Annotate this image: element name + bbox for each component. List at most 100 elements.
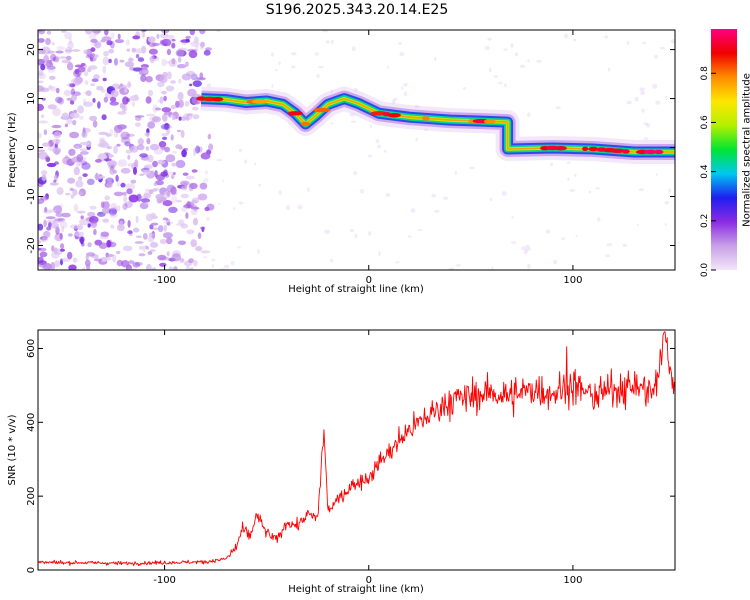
noise-blob	[38, 256, 44, 263]
noise-blob	[69, 112, 80, 119]
noise-blob	[78, 115, 85, 120]
noise-blob	[84, 71, 89, 77]
noise-blob	[159, 96, 164, 104]
y-tick-label: 200	[26, 487, 37, 506]
noise-blob	[132, 227, 140, 233]
noise-blob	[152, 116, 161, 123]
noise-blob	[51, 124, 62, 129]
noise-blob	[190, 73, 198, 81]
noise-blob	[353, 87, 358, 92]
noise-blob	[157, 225, 164, 233]
noise-blob	[148, 189, 154, 195]
noise-blob	[40, 114, 45, 118]
spectrogram-noise	[38, 30, 675, 270]
noise-blob	[68, 264, 77, 270]
noise-blob	[92, 30, 101, 34]
noise-blob	[652, 83, 658, 89]
noise-blob	[60, 258, 63, 266]
noise-blob	[116, 205, 121, 212]
noise-blob	[90, 47, 96, 52]
noise-blob	[645, 123, 650, 128]
noise-blob	[510, 43, 514, 48]
noise-blob	[81, 162, 91, 170]
noise-blob	[407, 235, 412, 238]
noise-blob	[185, 212, 189, 220]
y-tick-label: -20	[26, 237, 37, 253]
noise-blob	[55, 226, 60, 235]
noise-blob	[80, 62, 86, 67]
noise-blob	[108, 58, 112, 64]
noise-blob	[367, 231, 372, 236]
track-hotspot	[588, 146, 599, 152]
noise-blob	[77, 66, 86, 73]
noise-blob	[190, 267, 194, 270]
y-tick-label: -10	[26, 188, 37, 204]
noise-blob	[61, 112, 69, 120]
noise-blob	[110, 32, 115, 39]
noise-blob	[97, 101, 101, 109]
noise-blob	[55, 96, 63, 104]
noise-blob	[181, 41, 187, 46]
noise-blob	[203, 178, 209, 183]
noise-blob	[244, 159, 248, 164]
noise-blob	[134, 115, 145, 118]
noise-blob	[105, 253, 114, 258]
noise-blob	[190, 208, 198, 216]
noise-blob	[73, 143, 83, 149]
noise-blob	[53, 205, 63, 214]
noise-blob	[166, 251, 170, 257]
noise-blob	[171, 253, 181, 262]
noise-blob	[67, 251, 73, 260]
noise-blob	[143, 192, 152, 199]
noise-blob	[91, 78, 99, 82]
noise-blob	[208, 143, 214, 151]
noise-blob	[102, 65, 107, 74]
noise-blob	[41, 174, 47, 182]
noise-blob	[177, 92, 184, 101]
snr-frame	[37, 329, 676, 571]
noise-blob	[190, 239, 197, 248]
noise-blob	[76, 210, 86, 214]
noise-blob	[109, 213, 118, 219]
noise-blob	[38, 247, 47, 252]
noise-blob	[106, 181, 113, 188]
noise-blob	[65, 55, 72, 61]
noise-blob	[69, 224, 80, 229]
noise-blob	[549, 162, 554, 167]
noise-blob	[401, 86, 404, 90]
noise-blob	[45, 216, 56, 220]
noise-blob	[636, 223, 639, 227]
noise-blob	[147, 89, 154, 97]
noise-blob	[155, 107, 161, 111]
noise-blob	[595, 187, 600, 190]
noise-blob	[145, 76, 153, 83]
track-hotspot	[483, 119, 496, 124]
noise-blob	[159, 238, 167, 245]
noise-blob	[134, 241, 144, 244]
noise-blob	[150, 212, 157, 220]
noise-blob	[54, 161, 59, 165]
noise-blob	[64, 31, 73, 40]
noise-blob	[330, 89, 333, 94]
noise-blob	[151, 267, 157, 270]
noise-blob	[132, 35, 141, 40]
noise-blob	[41, 46, 51, 55]
noise-blob	[670, 39, 675, 44]
noise-blob	[200, 152, 211, 160]
noise-blob	[143, 191, 149, 199]
noise-blob	[45, 37, 51, 46]
noise-blob	[588, 190, 592, 194]
noise-blob	[79, 148, 88, 152]
noise-blob	[77, 176, 83, 181]
noise-blob	[597, 217, 601, 222]
noise-blob	[42, 142, 51, 147]
noise-blob	[442, 196, 449, 200]
y-tick-label: 20	[26, 43, 37, 56]
noise-blob	[110, 203, 117, 210]
noise-blob	[100, 201, 105, 209]
noise-blob	[102, 56, 110, 66]
noise-blob	[196, 77, 206, 81]
noise-blob	[102, 77, 107, 82]
noise-blob	[125, 201, 133, 208]
